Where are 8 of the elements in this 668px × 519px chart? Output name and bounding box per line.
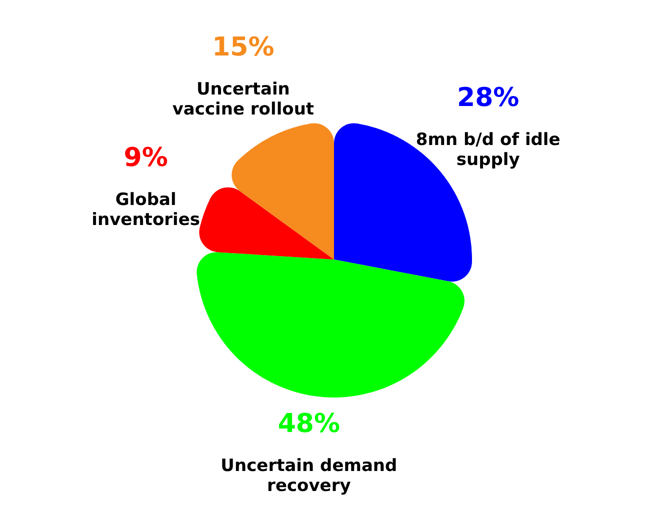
data-label: 15% <box>212 32 274 62</box>
data-label: 9% <box>124 142 168 173</box>
slice-label: 8mn b/d of idle supply <box>416 130 560 170</box>
slice-label: Uncertain demand recovery <box>220 456 398 496</box>
slice-label: Uncertain vaccine rollout <box>172 79 314 120</box>
data-label: 48% <box>278 408 340 439</box>
data-label: 28% <box>456 83 520 114</box>
slice-label: Global inventories <box>92 190 200 230</box>
